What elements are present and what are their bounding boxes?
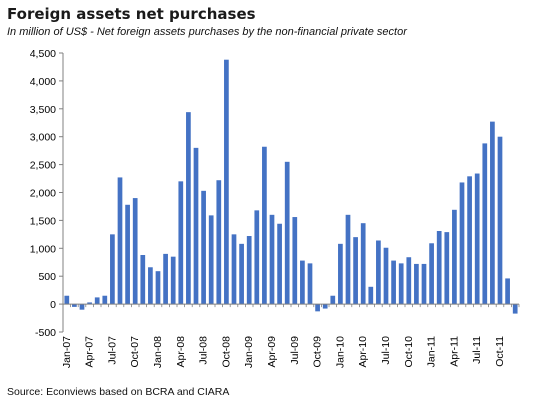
bar bbox=[467, 176, 472, 305]
x-tick-label: Jul-11 bbox=[471, 336, 483, 364]
y-tick-label: 1,000 bbox=[30, 243, 56, 255]
bar bbox=[315, 304, 320, 312]
bar bbox=[474, 173, 480, 305]
bar bbox=[140, 255, 146, 305]
x-tick-label: Oct-09 bbox=[312, 336, 324, 368]
bar bbox=[186, 112, 191, 305]
bar bbox=[208, 215, 214, 305]
bar bbox=[246, 236, 252, 305]
bar bbox=[262, 146, 267, 305]
bar bbox=[72, 304, 77, 307]
bar bbox=[490, 121, 495, 305]
bar bbox=[178, 181, 184, 305]
x-tick-label: Jan-08 bbox=[152, 336, 164, 368]
bar bbox=[406, 257, 412, 305]
bar bbox=[277, 223, 282, 305]
x-tick-label: Oct-11 bbox=[494, 336, 506, 367]
x-tick-label: Apr-08 bbox=[175, 336, 187, 368]
bar bbox=[345, 214, 351, 305]
x-tick-label: Jan-11 bbox=[426, 336, 438, 367]
bar bbox=[353, 237, 358, 305]
x-tick-label: Apr-11 bbox=[448, 336, 460, 367]
x-axis: Jan-07 Apr-07 Jul-07 Oct-07 Jan-08 Apr-08 Jul-… bbox=[61, 303, 520, 368]
y-tick-label: 4,000 bbox=[30, 76, 56, 88]
bar bbox=[330, 295, 336, 305]
bar bbox=[414, 263, 419, 305]
bar bbox=[360, 223, 366, 305]
bar bbox=[110, 234, 115, 305]
bar bbox=[148, 267, 153, 305]
bar bbox=[170, 256, 176, 305]
x-tick-label: Jul-10 bbox=[380, 336, 392, 365]
bar bbox=[398, 263, 404, 305]
bar bbox=[292, 217, 298, 305]
y-tick-label: 2,500 bbox=[30, 160, 56, 172]
bar bbox=[94, 297, 100, 305]
bar bbox=[269, 214, 275, 305]
bar bbox=[391, 260, 396, 305]
y-tick-label: 3,500 bbox=[30, 104, 56, 116]
x-tick-label: Jan-09 bbox=[243, 336, 255, 368]
bar bbox=[307, 263, 313, 305]
x-tick-label: Jan-07 bbox=[61, 336, 73, 368]
bars bbox=[64, 59, 518, 314]
bar bbox=[338, 243, 343, 305]
bar bbox=[505, 278, 510, 305]
chart-title: Foreign assets net purchases bbox=[7, 5, 256, 23]
bar bbox=[87, 302, 92, 305]
x-tick-label: Oct-07 bbox=[129, 336, 141, 368]
bar bbox=[163, 253, 168, 305]
bar bbox=[452, 209, 457, 305]
bar bbox=[201, 190, 206, 305]
bar bbox=[102, 295, 108, 305]
chart-subtitle: In million of US$ - Net foreign assets p… bbox=[7, 26, 407, 38]
x-tick-label: Jul-07 bbox=[106, 336, 118, 365]
bar bbox=[284, 161, 290, 305]
x-tick-label: Jul-08 bbox=[198, 336, 210, 365]
bar bbox=[254, 210, 260, 305]
chart-source: Source: Econviews based on BCRA and CIAR… bbox=[7, 386, 230, 398]
bar bbox=[383, 247, 389, 305]
bar bbox=[224, 59, 229, 305]
bar bbox=[64, 295, 70, 305]
y-tick-label: 500 bbox=[38, 271, 56, 283]
bar bbox=[497, 136, 503, 305]
bar bbox=[132, 198, 138, 305]
x-tick-label: Oct-10 bbox=[403, 336, 415, 368]
bar bbox=[421, 263, 427, 305]
bar bbox=[429, 243, 434, 305]
bar bbox=[368, 286, 374, 305]
x-tick-label: Jan-10 bbox=[334, 336, 346, 368]
bar bbox=[376, 240, 381, 305]
bar bbox=[117, 177, 123, 305]
y-tick-label: 1,500 bbox=[30, 215, 56, 227]
y-tick-label: 3,000 bbox=[30, 132, 56, 144]
y-tick-label: 2,000 bbox=[30, 188, 56, 200]
bar bbox=[300, 260, 305, 305]
x-tick-label: Apr-07 bbox=[84, 336, 96, 368]
bar bbox=[216, 180, 222, 305]
bar bbox=[436, 231, 442, 305]
bar bbox=[79, 304, 85, 310]
bar bbox=[322, 304, 328, 309]
bar bbox=[459, 182, 465, 305]
y-axis: -500 0 500 1,000 1,500 2,000 2,500 3,000 3,500 4,… bbox=[30, 48, 64, 339]
y-tick-label: 0 bbox=[50, 299, 56, 311]
x-tick-label: Jul-09 bbox=[289, 336, 301, 365]
bar bbox=[444, 232, 450, 305]
bar bbox=[155, 271, 161, 305]
x-tick-label: Apr-10 bbox=[357, 336, 369, 368]
y-tick-label: 4,500 bbox=[30, 48, 56, 60]
y-tick-label: -500 bbox=[35, 327, 56, 339]
x-tick-label: Apr-09 bbox=[266, 336, 278, 368]
bar bbox=[231, 234, 237, 305]
bar bbox=[512, 304, 518, 314]
bar bbox=[482, 143, 488, 305]
x-tick-label: Oct-08 bbox=[220, 336, 232, 368]
bar bbox=[193, 147, 199, 305]
bar bbox=[239, 243, 244, 305]
bar bbox=[125, 204, 130, 305]
